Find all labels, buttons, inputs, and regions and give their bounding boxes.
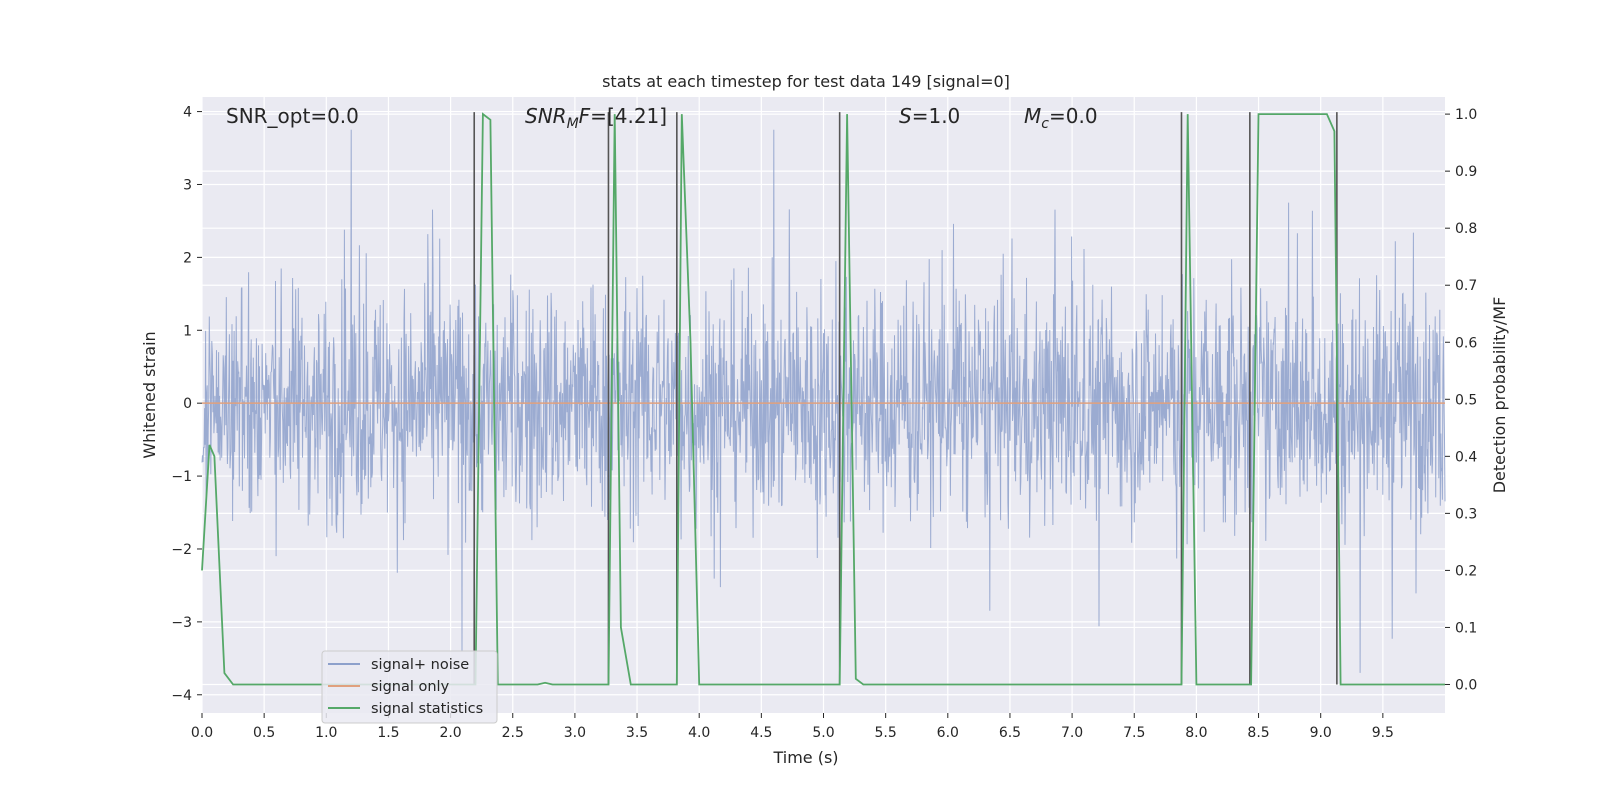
x-tick-label: 1.5 [377, 725, 399, 741]
y-tick-label: 3 [183, 177, 192, 193]
y-tick-label: 4 [183, 105, 192, 121]
s-annotation: S=1.0 [899, 104, 960, 128]
right-tick-label: 1.0 [1455, 107, 1477, 123]
x-tick-label: 9.0 [1310, 725, 1332, 741]
y-tick-label: −4 [171, 688, 192, 704]
snr-mf-annotation: SNRMF=[4.21] [525, 104, 667, 132]
x-tick-label: 8.0 [1185, 725, 1207, 741]
x-tick-label: 7.5 [1123, 725, 1145, 741]
right-tick-label: 0.7 [1455, 278, 1477, 294]
signal-statistics-series [201, 112, 1445, 686]
legend-label-signal-only: signal only [371, 679, 450, 695]
x-tick-label: 2.0 [439, 725, 461, 741]
right-tick-label: 0.8 [1455, 221, 1477, 237]
legend-label-noise: signal+ noise [371, 657, 469, 673]
x-axis-ticks: 0.0 0.5 1.0 1.5 2.0 2.5 3.0 3.5 4.0 4.5 5.0 5.5 6.0 6… [191, 713, 1394, 741]
right-tick-label: 0.6 [1455, 335, 1477, 351]
x-tick-label: 8.5 [1247, 725, 1269, 741]
snr-opt-annotation: SNR_opt=0.0 [226, 104, 359, 128]
x-tick-label: 6.0 [937, 725, 959, 741]
legend-label-statistics: signal statistics [371, 701, 483, 717]
x-tick-label: 9.5 [1372, 725, 1394, 741]
right-tick-label: 0.3 [1455, 506, 1477, 522]
right-axis-ticks: 1.0 0.9 0.8 0.7 0.6 0.5 0.4 0.3 0.2 0.1 0.0 [1445, 107, 1477, 693]
y-tick-label: −2 [171, 542, 192, 558]
x-tick-label: 4.5 [750, 725, 772, 741]
right-tick-label: 0.5 [1455, 392, 1477, 408]
chart-title: stats at each timestep for test data 149… [602, 72, 1010, 91]
x-tick-label: 2.5 [502, 725, 524, 741]
y-tick-label: 2 [183, 250, 192, 266]
x-tick-label: 1.0 [315, 725, 337, 741]
x-tick-label: 0.0 [191, 725, 213, 741]
x-tick-label: 7.0 [1061, 725, 1083, 741]
y-tick-label: 0 [183, 396, 192, 412]
y-tick-label: −3 [171, 615, 192, 631]
right-tick-label: 0.9 [1455, 164, 1477, 180]
x-tick-label: 0.5 [253, 725, 275, 741]
signal-noise-line [201, 129, 1446, 673]
right-tick-label: 0.2 [1455, 563, 1477, 579]
right-tick-label: 0.4 [1455, 449, 1477, 465]
x-axis-label: Time (s) [772, 748, 838, 767]
x-tick-label: 4.0 [688, 725, 710, 741]
x-tick-label: 6.5 [999, 725, 1021, 741]
x-tick-label: 5.5 [875, 725, 897, 741]
mc-annotation: Mc=0.0 [1024, 104, 1098, 132]
x-tick-label: 3.0 [564, 725, 586, 741]
legend-box [321, 650, 498, 724]
y-tick-label: −1 [171, 469, 192, 485]
signal-noise-series [201, 129, 1446, 673]
legend: signal+ noise signal only signal statist… [321, 650, 498, 724]
right-tick-label: 0.0 [1455, 677, 1477, 693]
right-axis-label: Detection probability/MF [1490, 297, 1509, 494]
x-tick-label: 3.5 [626, 725, 648, 741]
x-tick-label: 5.0 [812, 725, 834, 741]
y-axis-label: Whitened strain [140, 331, 159, 458]
y-tick-label: 1 [183, 323, 192, 339]
right-tick-label: 0.1 [1455, 620, 1477, 636]
y-axis-ticks: 4 3 2 1 0 −1 −2 −3 −4 [171, 105, 202, 704]
